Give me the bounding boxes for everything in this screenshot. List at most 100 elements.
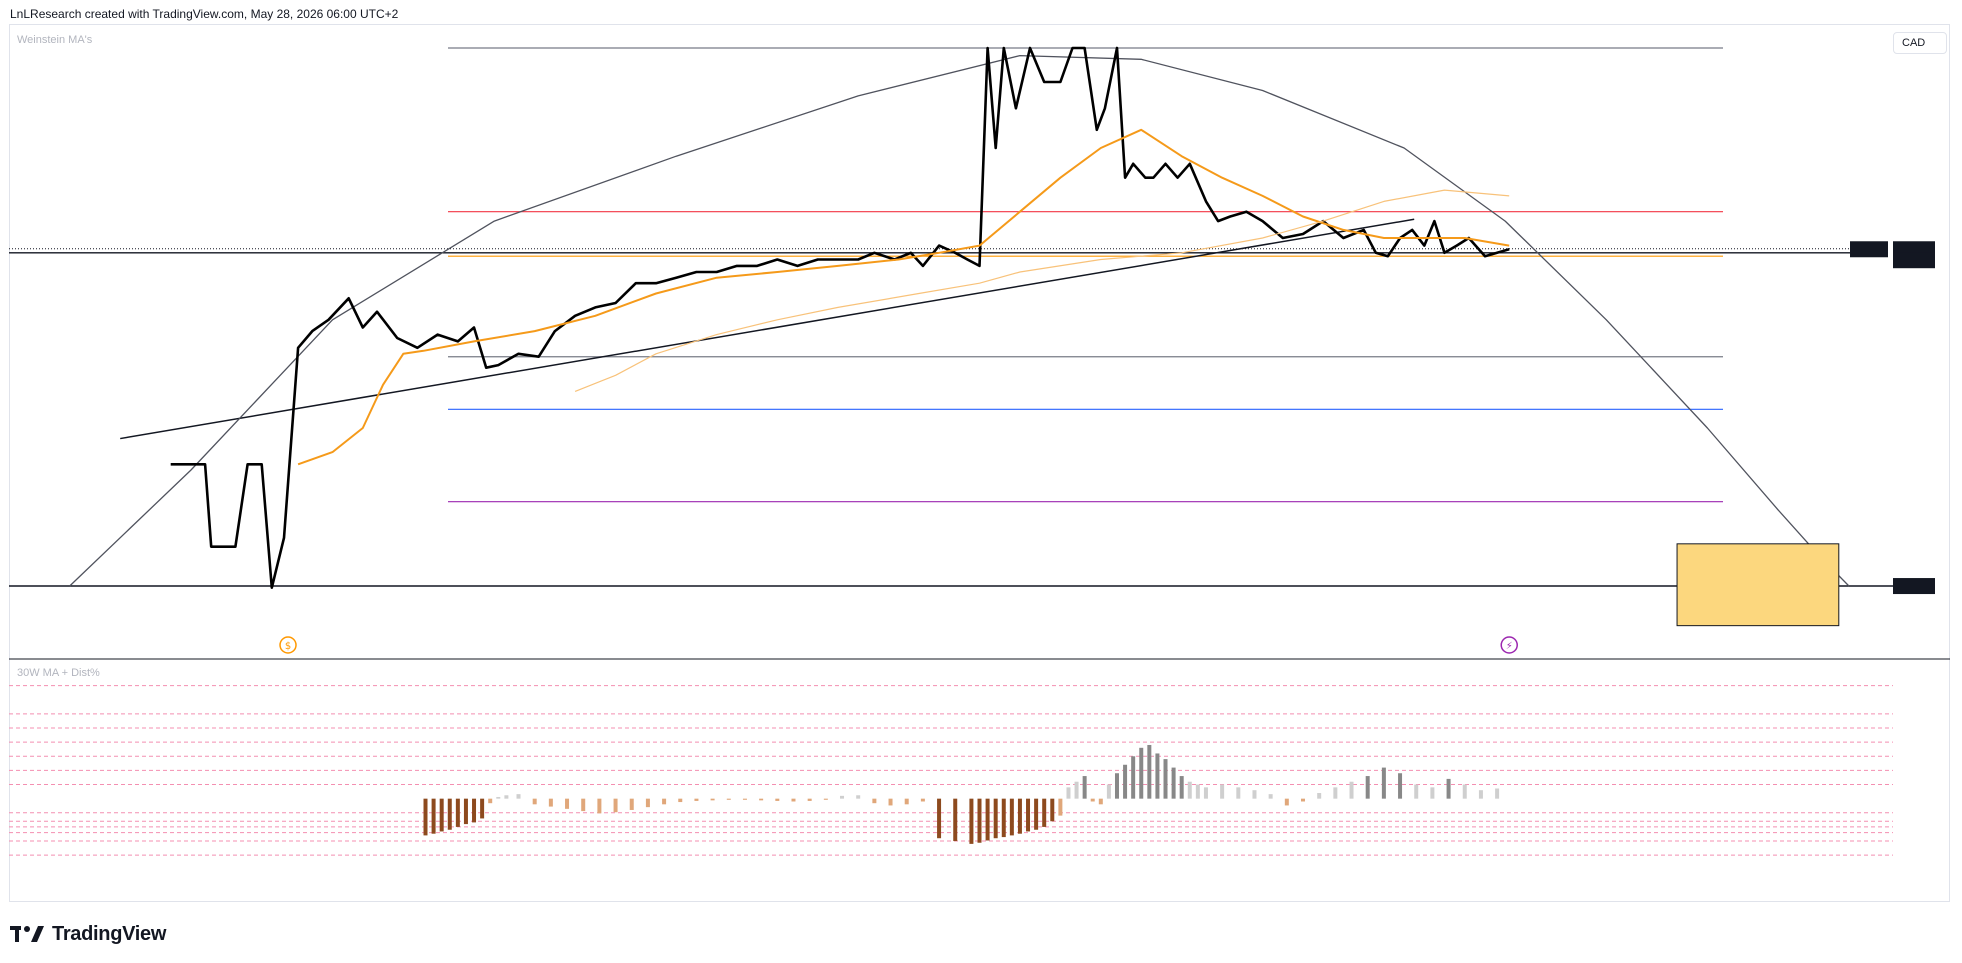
dist-bar (1284, 798, 1289, 806)
dist-bar (1082, 776, 1087, 799)
dist-bar (581, 798, 586, 812)
dist-bar (969, 798, 974, 844)
dist-bar (1349, 781, 1354, 799)
target-box (1676, 543, 1840, 627)
dist-bar (1446, 778, 1451, 799)
dist-bar (439, 798, 444, 832)
dist-bar (904, 798, 909, 805)
dist-bar (694, 798, 699, 801)
dist-bar (472, 798, 477, 823)
dist-bar (496, 796, 501, 799)
dist-bar (597, 798, 602, 814)
dist-bar (431, 798, 436, 834)
dist-bar (480, 798, 485, 819)
dist-bar (1462, 784, 1467, 799)
dist-bar (1017, 798, 1022, 834)
dist-bar (1317, 793, 1322, 799)
dist-bar (1058, 798, 1063, 816)
dist-bar (1252, 790, 1257, 799)
dist-bar (1034, 798, 1039, 830)
dist-bar (1195, 784, 1200, 799)
dist-bar (920, 798, 925, 802)
dist-bar (840, 795, 845, 799)
dividend-icon-glyph: $ (285, 641, 291, 652)
dist-bar (937, 798, 942, 839)
sub-indicator-label[interactable]: 30W MA + Dist% (17, 667, 100, 679)
dist-bar (977, 798, 982, 843)
dist-bar (1155, 753, 1160, 799)
dist-bar (629, 798, 634, 810)
dist-bar (516, 794, 521, 799)
dist-bar (532, 798, 537, 805)
dist-bar (775, 798, 780, 801)
dist-bar (1478, 790, 1483, 799)
dist-bar (1001, 798, 1006, 838)
dist-bar (1042, 798, 1047, 827)
dist-bar (1147, 744, 1152, 799)
split-icon-glyph: ⚡ (1506, 641, 1513, 652)
dist-bar (1179, 776, 1184, 799)
chart-header: LnLResearch created with TradingView.com… (10, 7, 399, 21)
price-line (170, 46, 1510, 589)
dist-bar (726, 798, 731, 800)
dist-bar (488, 798, 493, 804)
dist-bar (856, 795, 861, 799)
dist-bar (1381, 767, 1386, 799)
trendline (120, 218, 1415, 440)
price-badge (1893, 578, 1935, 595)
dist-bar (1026, 798, 1031, 832)
dist-bar (710, 798, 715, 801)
dist-bar (1098, 798, 1103, 805)
dist-bar (678, 798, 683, 803)
dist-bar (565, 798, 570, 809)
ma-slow-line (574, 189, 1510, 392)
dist-bar (1495, 788, 1500, 799)
dist-bar (759, 798, 764, 801)
dist-bar (662, 798, 667, 805)
dist-bar (463, 798, 468, 825)
dist-bar (1009, 798, 1014, 836)
dist-bar (1171, 767, 1176, 799)
dist-bar (1123, 764, 1128, 799)
tradingview-brand[interactable]: TradingView (10, 920, 166, 948)
dist-bar (1187, 781, 1192, 799)
dist-bar (1301, 798, 1305, 802)
dist-bar (1139, 747, 1144, 799)
currency-button[interactable]: CAD (1893, 32, 1947, 54)
dist-bar (1236, 787, 1241, 799)
dist-bar (888, 798, 893, 806)
price-badge (1893, 252, 1935, 269)
dist-bar (1365, 776, 1370, 799)
dist-bar (645, 798, 650, 808)
main-indicator-label[interactable]: Weinstein MA's (17, 34, 93, 46)
dist-bar (1074, 781, 1079, 799)
dist-bar (953, 798, 958, 842)
dist-bar (504, 795, 509, 799)
dist-bar (613, 798, 618, 813)
dist-bar (872, 798, 877, 804)
chart-frame (9, 24, 1950, 902)
dist-bar (807, 798, 812, 801)
brand-name: TradingView (52, 922, 167, 945)
dist-bar (1398, 773, 1403, 799)
dist-bar (823, 798, 828, 800)
dist-bar (1268, 794, 1273, 799)
tradingview-logo-icon (10, 926, 44, 942)
symbol-badge (1850, 241, 1888, 258)
dist-bar (1090, 798, 1095, 802)
dist-bar (1430, 787, 1435, 799)
dist-bar (447, 798, 452, 830)
dist-bar (1203, 787, 1208, 799)
ma-fast-line (297, 128, 1510, 466)
dist-bar (1163, 759, 1168, 799)
dist-bar (1220, 784, 1225, 799)
dist-bar (742, 798, 747, 800)
dist-bar (791, 798, 796, 802)
dist-bar (993, 798, 998, 839)
parabolic-arc (69, 54, 1850, 587)
dist-bar (1050, 798, 1055, 822)
dist-bar (1066, 787, 1071, 799)
split-icon (1500, 636, 1518, 654)
dist-bar (1114, 773, 1119, 799)
